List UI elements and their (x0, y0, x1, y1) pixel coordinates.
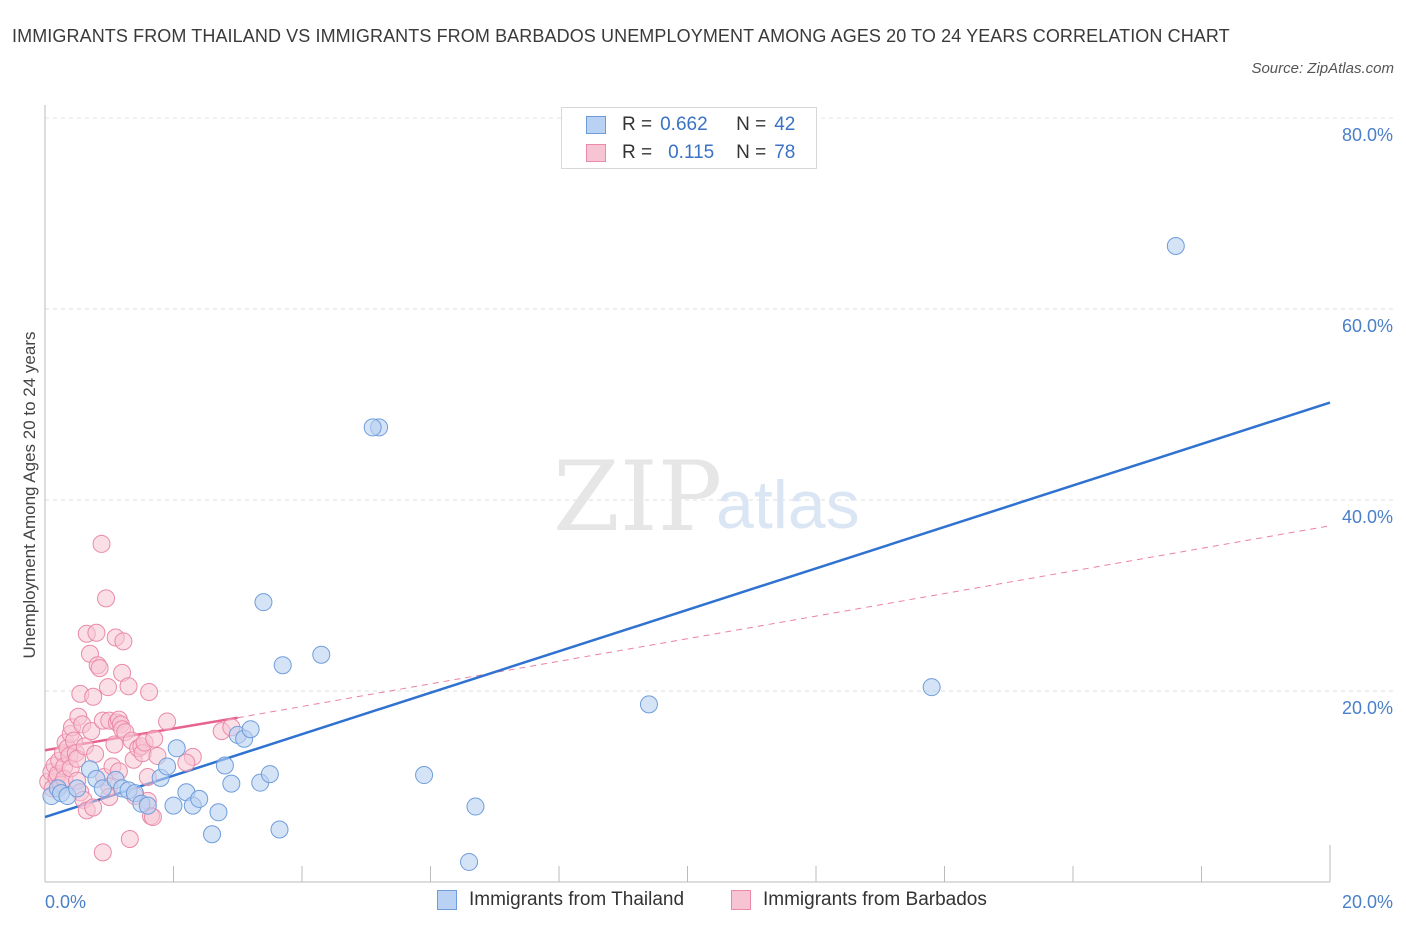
barbados-point (119, 677, 138, 696)
barbados-point (98, 678, 117, 697)
thailand-point (68, 779, 87, 798)
barbados-point (114, 632, 133, 651)
legend-row-barbados: R = 0.115 N = 78 (586, 141, 795, 165)
barbados-point (90, 659, 109, 678)
barbados-point (87, 623, 106, 642)
barbados-point (120, 830, 139, 849)
thailand-r-value: 0.662 (660, 114, 708, 135)
y-tick-label: 40.0% (1342, 507, 1393, 527)
source-label: Source: ZipAtlas.com (1251, 60, 1394, 77)
barbados-point (140, 682, 159, 701)
watermark-atlas: atlas (716, 467, 860, 543)
thailand-point (164, 796, 183, 815)
axes (44, 105, 1331, 883)
correlation-legend: R = 0.662 N = 42 R = 0.115 N = 78 (561, 107, 817, 169)
barbados-r-value: 0.115 (668, 142, 715, 163)
thailand-point (460, 852, 479, 871)
thailand-legend-label: Immigrants from Thailand (469, 889, 685, 910)
barbados-point (82, 722, 101, 741)
barbados-trend-extension (237, 525, 1331, 719)
watermark-zip: ZIP (553, 441, 722, 553)
grid-lines (45, 117, 1395, 692)
x-tick-label: 0.0% (45, 892, 86, 912)
thailand-point (167, 739, 186, 758)
barbados-point (93, 843, 112, 862)
barbados-point (97, 589, 116, 608)
barbados-point (84, 798, 103, 817)
barbados-n-value: 78 (774, 142, 796, 163)
legend-row-thailand: R = 0.662 N = 42 (586, 113, 795, 137)
thailand-point (273, 656, 292, 675)
thailand-point (922, 678, 941, 697)
barbados-point (86, 745, 105, 764)
thailand-point (254, 593, 273, 612)
thailand-point (222, 774, 241, 793)
thailand-point (158, 757, 177, 776)
chart-title: IMMIGRANTS FROM THAILAND VS IMMIGRANTS F… (12, 26, 1230, 46)
thailand-point (1166, 236, 1185, 255)
x-tick-label: 20.0% (1342, 892, 1393, 912)
y-tick-label: 60.0% (1342, 316, 1393, 336)
barbados-point (177, 753, 196, 772)
barbados-point (145, 729, 164, 748)
barbados-point (84, 687, 103, 706)
y-tick-label: 80.0% (1342, 125, 1393, 145)
barbados-legend-swatch (731, 890, 751, 910)
thailand-point (215, 756, 234, 775)
thailand-point (312, 645, 331, 664)
thailand-point (639, 695, 658, 714)
barbados-swatch (586, 144, 606, 162)
thailand-points (42, 236, 1185, 871)
thailand-legend-swatch (437, 890, 457, 910)
thailand-point (190, 789, 209, 808)
barbados-point (158, 712, 177, 731)
legend-r-label: R = (622, 142, 653, 163)
legend-n-label: N = (736, 142, 767, 163)
thailand-point (415, 766, 434, 785)
barbados-legend-label: Immigrants from Barbados (763, 889, 987, 910)
thailand-point (260, 765, 279, 784)
thailand-point (466, 797, 485, 816)
thailand-n-value: 42 (774, 114, 796, 135)
tick-labels: 20.0% 40.0% 60.0% 80.0% 0.0% 20.0% (45, 125, 1393, 912)
thailand-point (270, 820, 289, 839)
thailand-trend-line (44, 401, 1331, 819)
thailand-point (209, 803, 228, 822)
legend-item-thailand[interactable]: Immigrants from Thailand (437, 889, 684, 911)
barbados-point (92, 534, 111, 553)
legend-n-label: N = (736, 114, 767, 135)
legend-r-label: R = (622, 114, 653, 135)
thailand-point (363, 418, 382, 437)
thailand-point (138, 796, 157, 815)
series-legend: Immigrants from Thailand Immigrants from… (0, 889, 1406, 915)
thailand-swatch (586, 116, 606, 134)
legend-item-barbados[interactable]: Immigrants from Barbados (731, 889, 987, 911)
y-tick-label: 20.0% (1342, 698, 1393, 718)
thailand-point (93, 779, 112, 798)
barbados-point (105, 735, 124, 754)
thailand-point (203, 825, 222, 844)
thailand-point (241, 720, 260, 739)
